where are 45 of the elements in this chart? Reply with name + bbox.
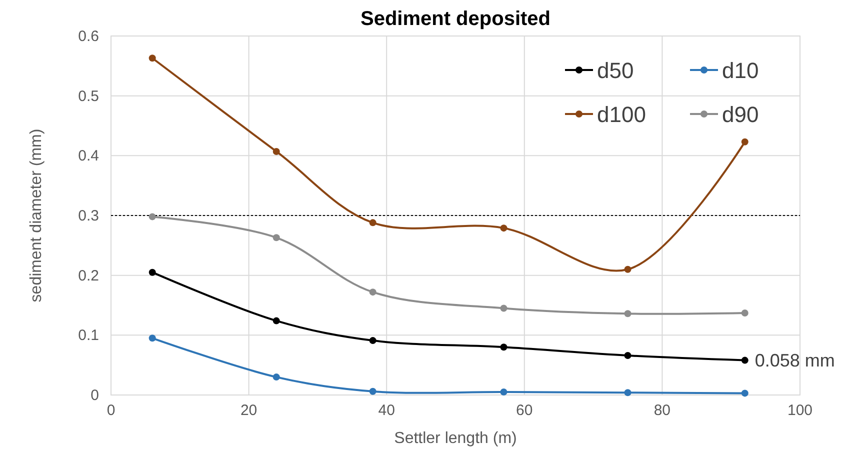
point xyxy=(148,213,156,220)
point xyxy=(741,310,748,317)
point xyxy=(272,374,280,381)
point xyxy=(272,234,280,242)
y-tick-label: 0 xyxy=(90,387,99,404)
x-tick-label: 60 xyxy=(516,402,533,419)
point xyxy=(369,288,376,296)
point xyxy=(148,268,156,276)
legend-label: d90 xyxy=(722,102,759,127)
x-axis-title: Settler length (m) xyxy=(394,430,517,447)
x-tick-label: 20 xyxy=(240,402,258,419)
x-tick-label: 0 xyxy=(106,402,116,419)
point xyxy=(272,317,280,324)
x-tick-label: 100 xyxy=(787,402,813,419)
y-tick-label: 0.3 xyxy=(78,208,99,224)
y-axis-title: sediment diameter (mm) xyxy=(28,128,45,302)
point xyxy=(500,344,508,351)
point xyxy=(500,304,508,312)
point xyxy=(148,334,156,342)
point xyxy=(272,148,280,155)
point xyxy=(624,310,632,318)
legend-label: d100 xyxy=(597,102,646,127)
point xyxy=(741,390,748,397)
y-tick-label: 0.5 xyxy=(78,88,99,105)
point xyxy=(624,352,632,360)
legend-label: d10 xyxy=(722,58,759,83)
legend-label: d50 xyxy=(597,58,634,83)
point xyxy=(741,356,748,364)
point xyxy=(500,388,508,396)
point xyxy=(741,138,748,146)
annotation: 0.058 mm xyxy=(754,350,835,370)
point xyxy=(369,337,376,344)
x-tick-label: 40 xyxy=(378,402,395,419)
point xyxy=(500,224,508,232)
point xyxy=(369,219,376,226)
x-tick-label: 80 xyxy=(654,402,671,419)
y-tick-label: 0.4 xyxy=(78,148,99,165)
chart-title: Sediment deposited xyxy=(360,8,551,30)
y-tick-label: 0.2 xyxy=(78,267,99,284)
point xyxy=(148,54,156,62)
point xyxy=(624,389,632,396)
y-tick-label: 0.1 xyxy=(78,327,99,344)
point xyxy=(624,266,632,273)
point xyxy=(369,388,376,395)
y-tick-label: 0.6 xyxy=(78,28,99,45)
